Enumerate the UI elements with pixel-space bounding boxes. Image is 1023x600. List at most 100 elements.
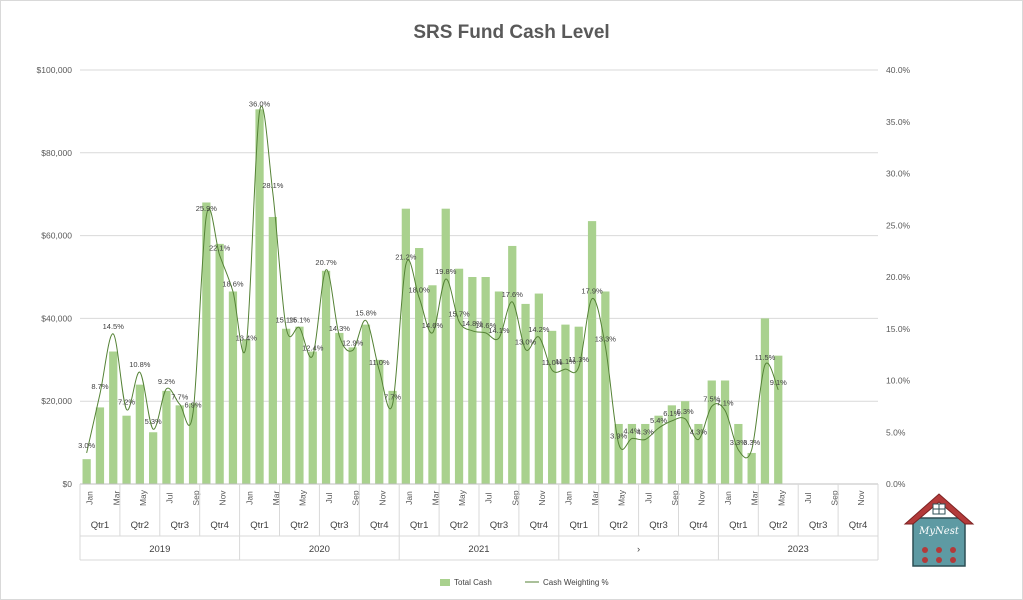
data-label: 18.6% (222, 279, 244, 288)
month-label: Nov (696, 490, 706, 506)
quarter-label: Qtr4 (370, 520, 388, 531)
month-label: Mar (590, 491, 600, 506)
bar-total-cash (481, 277, 490, 484)
data-label: 14.3% (329, 324, 351, 333)
year-label: 2021 (468, 544, 489, 555)
bar-total-cash (188, 403, 198, 484)
data-label: 12.4% (302, 344, 324, 353)
quarter-label: Qtr1 (570, 520, 588, 531)
right-axis-tick: 35.0% (886, 117, 911, 127)
month-label: Nov (537, 490, 547, 506)
bar-total-cash (82, 459, 91, 484)
data-label: 3.3% (743, 438, 760, 447)
month-label: Jul (643, 492, 653, 503)
bar-total-cash (255, 109, 264, 484)
month-label: Sep (191, 490, 201, 505)
quarter-label: Qtr1 (410, 520, 428, 531)
month-label: Nov (218, 490, 228, 506)
quarter-label: Qtr3 (809, 520, 827, 531)
quarter-label: Qtr3 (490, 520, 508, 531)
data-label: 11.3% (568, 355, 589, 364)
data-label: 14.6% (422, 321, 444, 330)
month-label: Sep (510, 490, 520, 505)
month-label: Jul (484, 492, 494, 503)
bar-total-cash (175, 405, 184, 484)
data-label: 36.0% (249, 99, 271, 108)
year-label: › (637, 544, 640, 555)
quarter-label: Qtr1 (250, 520, 268, 531)
data-label: 14.1% (488, 326, 510, 335)
month-label: Mar (271, 491, 281, 506)
data-label: 14.8% (462, 319, 484, 328)
month-label: Jan (404, 491, 414, 505)
month-label: May (776, 489, 786, 506)
data-label: 13.3% (595, 334, 617, 343)
bar-total-cash (242, 339, 251, 484)
data-label: 20.7% (315, 258, 337, 267)
bar-total-cash (641, 423, 650, 484)
month-label: Jul (324, 492, 334, 503)
left-axis-tick: $0 (63, 479, 73, 489)
month-label: Jan (563, 491, 573, 505)
data-label: 17.9% (581, 287, 603, 296)
month-label: Jul (164, 492, 174, 503)
bar-total-cash (228, 291, 238, 484)
data-label: 3.0% (78, 441, 95, 450)
data-label: 15.1% (289, 316, 311, 325)
left-axis-tick: $20,000 (41, 396, 72, 406)
data-label: 4.3% (637, 427, 654, 436)
right-axis-tick: 30.0% (886, 169, 911, 179)
data-label: 7.2% (118, 397, 135, 406)
bar-total-cash (534, 293, 543, 484)
month-label: Mar (111, 491, 121, 506)
data-label: 11.5% (755, 353, 776, 362)
quarter-label: Qtr3 (330, 520, 348, 531)
bar-total-cash (521, 303, 530, 484)
month-label: Jan (723, 491, 733, 505)
quarter-label: Qtr3 (649, 520, 667, 531)
data-label: 15.1% (276, 316, 298, 325)
bar-total-cash (415, 248, 424, 484)
bar-total-cash (308, 351, 317, 484)
month-label: Sep (670, 490, 680, 505)
bar-total-cash (601, 291, 610, 484)
data-label: 7.1% (716, 399, 733, 408)
line-cash-weighting (86, 105, 779, 459)
data-label: 3.3% (730, 438, 747, 447)
quarter-label: Qtr2 (450, 520, 468, 531)
bar-total-cash (441, 208, 450, 484)
bar-total-cash (202, 202, 211, 485)
data-label: 7.5% (703, 394, 720, 403)
data-label: 25.9% (196, 204, 218, 213)
right-axis-tick: 5.0% (886, 427, 906, 437)
bar-total-cash (694, 423, 703, 484)
quarter-label: Qtr2 (769, 520, 787, 531)
data-label: 28.1% (262, 181, 284, 190)
bar-total-cash (149, 432, 158, 484)
quarter-label: Qtr4 (210, 520, 228, 531)
legend-label-total-cash: Total Cash (454, 578, 492, 587)
legend-swatch-total-cash (440, 579, 450, 586)
right-axis-tick: 15.0% (886, 324, 911, 334)
bar-total-cash (667, 405, 676, 484)
month-label: Nov (856, 490, 866, 506)
data-label: 6.1% (663, 409, 680, 418)
bar-total-cash (122, 415, 131, 484)
bar-total-cash (375, 359, 384, 484)
data-label: 11.0% (542, 358, 563, 367)
bar-total-cash (587, 221, 597, 485)
quarter-label: Qtr4 (849, 520, 867, 531)
data-label: 11.1% (555, 357, 576, 366)
year-label: 2019 (149, 544, 170, 555)
left-axis-tick: $40,000 (41, 313, 72, 323)
bar-total-cash (468, 277, 477, 484)
bar-total-cash (321, 270, 331, 484)
data-label: 15.8% (355, 308, 377, 317)
month-label: May (138, 489, 148, 506)
bar-total-cash (561, 324, 570, 484)
bar-total-cash (454, 268, 464, 484)
quarter-label: Qtr3 (171, 520, 189, 531)
month-label: May (457, 489, 467, 506)
data-label: 15.7% (448, 310, 470, 319)
